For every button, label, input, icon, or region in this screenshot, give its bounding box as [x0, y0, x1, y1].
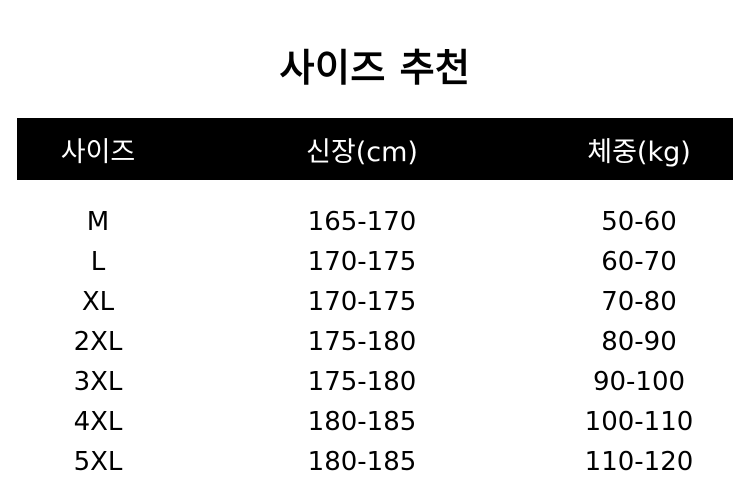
table-row: M 165-170 50-60 — [17, 180, 733, 242]
cell-weight: 60-70 — [601, 247, 677, 277]
table-row: 5XL 180-185 110-120 — [17, 442, 733, 482]
cell-size: 2XL — [73, 327, 123, 357]
table-row: L 170-175 60-70 — [17, 242, 733, 282]
size-recommendation-table: 사이즈 신장(cm) 체중(kg) M 165-170 50-60 L 170-… — [17, 118, 733, 482]
cell-height: 180-185 — [307, 447, 417, 477]
cell-size: 4XL — [73, 407, 123, 437]
cell-size: XL — [81, 287, 115, 317]
column-header-weight: 체중(kg) — [587, 136, 691, 168]
table-row: 3XL 175-180 90-100 — [17, 362, 733, 402]
cell-size: 5XL — [73, 447, 123, 477]
table-row: 2XL 175-180 80-90 — [17, 322, 733, 362]
cell-weight: 80-90 — [601, 327, 677, 357]
cell-weight: 100-110 — [584, 407, 694, 437]
cell-height: 175-180 — [307, 367, 417, 397]
table-header-row: 사이즈 신장(cm) 체중(kg) — [17, 118, 733, 180]
page-title: 사이즈 추천 — [279, 46, 471, 90]
table-header: 사이즈 신장(cm) 체중(kg) — [17, 118, 733, 180]
cell-size: M — [86, 207, 110, 237]
cell-height: 170-175 — [307, 247, 417, 277]
column-header-size: 사이즈 — [60, 136, 136, 168]
table-body: M 165-170 50-60 L 170-175 60-70 XL 170-1… — [17, 180, 733, 482]
table-row: XL 170-175 70-80 — [17, 282, 733, 322]
cell-weight: 90-100 — [592, 367, 686, 397]
cell-weight: 70-80 — [601, 287, 677, 317]
cell-size: 3XL — [73, 367, 123, 397]
column-header-height: 신장(cm) — [306, 136, 418, 168]
cell-height: 175-180 — [307, 327, 417, 357]
cell-height: 180-185 — [307, 407, 417, 437]
cell-size: L — [90, 247, 106, 277]
cell-weight: 110-120 — [584, 447, 694, 477]
table-row: 4XL 180-185 100-110 — [17, 402, 733, 442]
cell-height: 170-175 — [307, 287, 417, 317]
cell-weight: 50-60 — [601, 207, 677, 237]
cell-height: 165-170 — [307, 207, 417, 237]
